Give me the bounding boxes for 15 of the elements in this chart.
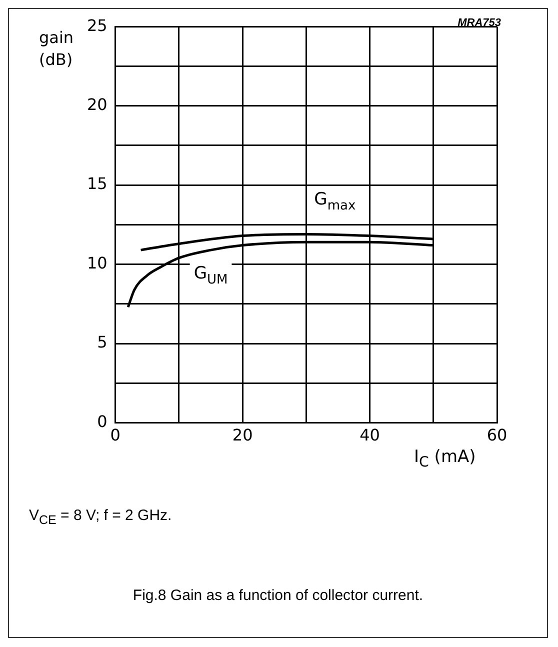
x-tick-label: 60 [486,426,508,445]
y-tick-label: 15 [87,174,108,194]
text: V$_{CE}$ = 8 V; f = 2 GHz. [29,507,172,527]
annotation: MRA753 [458,17,501,29]
x-tick-label: 20 [232,426,253,445]
caption: Fig.8 Gain as a function of collector current. [132,587,424,604]
x-tick-label: 0 [110,426,120,445]
y-tick-label: 0 [97,412,108,431]
y-tick-label: 25 [87,16,108,35]
y-tick-label: 10 [87,253,108,272]
y-tick-label: 5 [97,332,108,352]
x-tick-label: 40 [360,426,380,445]
y-tick-label: 20 [87,94,108,114]
x-axis-title: I$_{C}$ (mA) [414,447,476,470]
y-axis-title: gain (dB) [39,27,74,71]
